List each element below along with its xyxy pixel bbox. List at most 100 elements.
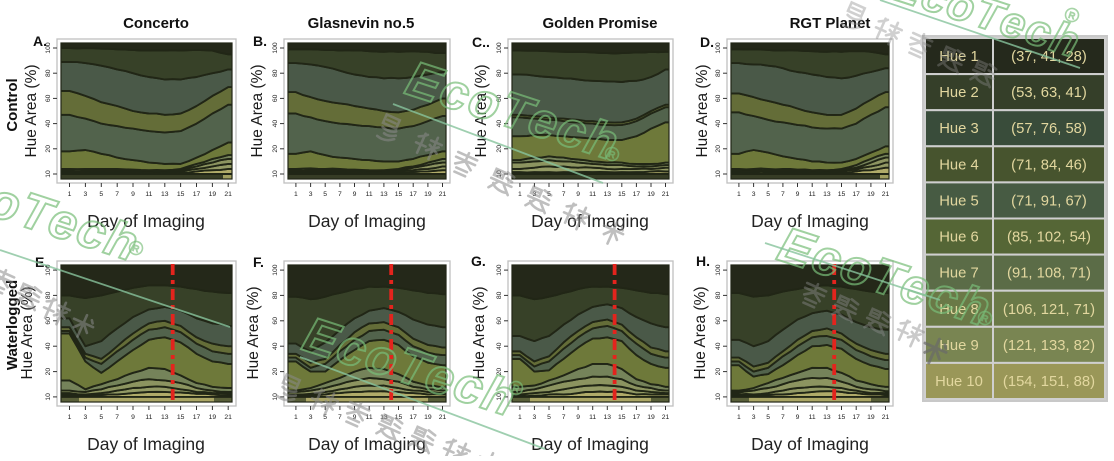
svg-text:13: 13 [380, 191, 388, 198]
svg-text:9: 9 [796, 191, 800, 198]
svg-text:A.: A. [33, 33, 47, 49]
svg-text:Hue 8: Hue 8 [939, 302, 979, 318]
svg-text:15: 15 [177, 414, 185, 421]
svg-text:10: 10 [272, 393, 279, 401]
svg-text:(91, 108, 71): (91, 108, 71) [1007, 266, 1091, 282]
svg-text:19: 19 [209, 414, 217, 421]
svg-text:19: 19 [424, 414, 432, 421]
svg-text:21: 21 [439, 191, 447, 198]
svg-text:Day of Imaging: Day of Imaging [531, 211, 649, 231]
svg-text:9: 9 [131, 414, 135, 421]
svg-text:B.: B. [253, 33, 267, 49]
svg-text:80: 80 [715, 69, 722, 77]
svg-text:21: 21 [662, 191, 670, 198]
svg-text:100: 100 [272, 264, 279, 276]
svg-text:9: 9 [353, 191, 357, 198]
svg-text:19: 19 [867, 414, 875, 421]
svg-text:60: 60 [715, 317, 722, 325]
svg-text:D.: D. [700, 34, 714, 50]
svg-text:13: 13 [823, 191, 831, 198]
svg-text:1: 1 [294, 191, 298, 198]
svg-text:(71, 84, 46): (71, 84, 46) [1011, 157, 1087, 173]
svg-text:19: 19 [424, 191, 432, 198]
svg-text:20: 20 [715, 368, 722, 376]
svg-text:100: 100 [272, 42, 279, 54]
svg-text:60: 60 [496, 317, 503, 325]
svg-text:1: 1 [68, 191, 72, 198]
svg-text:100: 100 [715, 42, 722, 54]
svg-text:21: 21 [224, 191, 232, 198]
svg-text:100: 100 [45, 264, 52, 276]
svg-text:20: 20 [272, 368, 279, 376]
svg-text:20: 20 [272, 145, 279, 153]
svg-text:Day of Imaging: Day of Imaging [531, 434, 649, 454]
svg-text:Hue 6: Hue 6 [939, 230, 979, 246]
svg-text:40: 40 [496, 120, 503, 128]
svg-text:21: 21 [439, 414, 447, 421]
svg-text:80: 80 [272, 69, 279, 77]
svg-text:Hue Area (%): Hue Area (%) [471, 286, 488, 379]
svg-text:C..: C.. [472, 34, 490, 50]
svg-text:19: 19 [647, 191, 655, 198]
svg-text:13: 13 [604, 191, 612, 198]
svg-text:60: 60 [715, 94, 722, 102]
svg-text:9: 9 [796, 414, 800, 421]
svg-text:100: 100 [496, 42, 503, 54]
svg-text:(53, 63, 41): (53, 63, 41) [1011, 85, 1087, 101]
svg-text:17: 17 [852, 414, 860, 421]
svg-text:60: 60 [272, 317, 279, 325]
svg-text:Day of Imaging: Day of Imaging [751, 434, 869, 454]
svg-text:3: 3 [752, 191, 756, 198]
svg-text:Day of Imaging: Day of Imaging [308, 434, 426, 454]
svg-text:60: 60 [496, 94, 503, 102]
svg-text:10: 10 [45, 393, 52, 401]
svg-text:21: 21 [662, 414, 670, 421]
svg-text:(106, 121, 71): (106, 121, 71) [1003, 302, 1095, 318]
svg-text:15: 15 [395, 414, 403, 421]
svg-text:Day of Imaging: Day of Imaging [87, 211, 205, 231]
svg-text:9: 9 [353, 414, 357, 421]
svg-text:1: 1 [518, 191, 522, 198]
svg-text:Day of Imaging: Day of Imaging [308, 211, 426, 231]
svg-text:3: 3 [309, 191, 313, 198]
svg-text:Hue 7: Hue 7 [939, 266, 979, 282]
svg-text:10: 10 [715, 170, 722, 178]
svg-text:5: 5 [323, 191, 327, 198]
svg-text:7: 7 [115, 191, 119, 198]
svg-text:F.: F. [253, 254, 264, 270]
svg-text:11: 11 [366, 191, 373, 198]
svg-text:20: 20 [45, 145, 52, 153]
svg-text:1: 1 [68, 414, 72, 421]
svg-text:21: 21 [882, 191, 890, 198]
svg-text:15: 15 [395, 191, 403, 198]
svg-text:100: 100 [496, 264, 503, 276]
svg-text:60: 60 [45, 94, 52, 102]
svg-text:H.: H. [696, 253, 710, 269]
svg-text:11: 11 [809, 414, 816, 421]
svg-text:(71, 91, 67): (71, 91, 67) [1011, 194, 1087, 210]
svg-text:13: 13 [604, 414, 612, 421]
svg-text:9: 9 [131, 191, 135, 198]
svg-text:Hue Area (%): Hue Area (%) [694, 64, 711, 157]
svg-text:5: 5 [99, 191, 103, 198]
svg-text:(57, 76, 58): (57, 76, 58) [1011, 121, 1087, 137]
svg-text:Hue Area (%): Hue Area (%) [23, 64, 40, 157]
svg-text:40: 40 [272, 120, 279, 128]
svg-text:40: 40 [715, 342, 722, 350]
svg-text:11: 11 [589, 191, 596, 198]
svg-text:1: 1 [737, 191, 741, 198]
svg-text:80: 80 [272, 291, 279, 299]
svg-text:20: 20 [715, 145, 722, 153]
svg-text:100: 100 [715, 264, 722, 276]
svg-text:5: 5 [766, 191, 770, 198]
svg-text:80: 80 [496, 291, 503, 299]
svg-text:40: 40 [715, 120, 722, 128]
svg-text:Hue Area (%): Hue Area (%) [19, 286, 36, 379]
svg-text:17: 17 [633, 414, 641, 421]
svg-text:10: 10 [496, 393, 503, 401]
svg-text:7: 7 [781, 191, 785, 198]
svg-text:11: 11 [145, 191, 152, 198]
svg-text:19: 19 [209, 191, 217, 198]
svg-text:17: 17 [409, 191, 417, 198]
svg-text:1: 1 [294, 414, 298, 421]
